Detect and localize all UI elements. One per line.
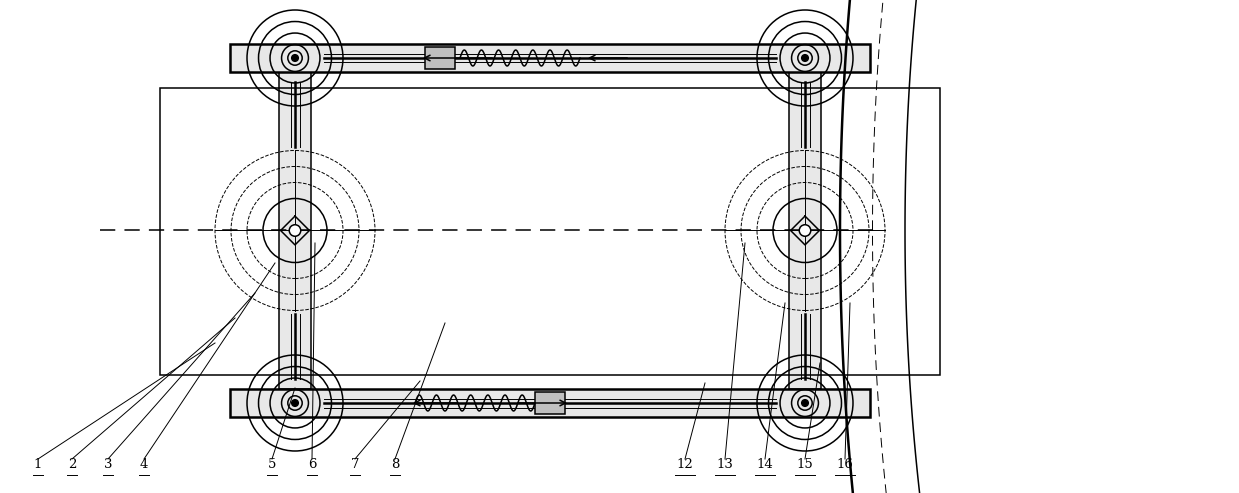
- Bar: [160, 88, 940, 375]
- Text: 15: 15: [797, 458, 813, 471]
- Text: 13: 13: [716, 458, 733, 471]
- Text: 12: 12: [676, 458, 694, 471]
- Text: 8: 8: [390, 458, 399, 471]
- Bar: [279, 72, 311, 389]
- Text: 14: 14: [757, 458, 773, 471]
- Text: 4: 4: [140, 458, 149, 471]
- Circle shape: [291, 400, 299, 406]
- Text: 6: 6: [307, 458, 316, 471]
- Bar: [230, 389, 870, 417]
- Text: 16: 16: [836, 458, 854, 471]
- Text: 3: 3: [104, 458, 113, 471]
- Text: 7: 7: [351, 458, 359, 471]
- Text: 5: 5: [268, 458, 276, 471]
- Circle shape: [799, 225, 810, 236]
- Circle shape: [802, 400, 808, 406]
- Bar: [789, 72, 821, 389]
- Circle shape: [291, 55, 299, 61]
- Bar: [425, 47, 455, 69]
- Bar: [535, 392, 565, 414]
- Circle shape: [289, 225, 301, 236]
- Bar: [230, 44, 870, 72]
- Circle shape: [802, 55, 808, 61]
- Text: 2: 2: [68, 458, 76, 471]
- Text: 1: 1: [33, 458, 42, 471]
